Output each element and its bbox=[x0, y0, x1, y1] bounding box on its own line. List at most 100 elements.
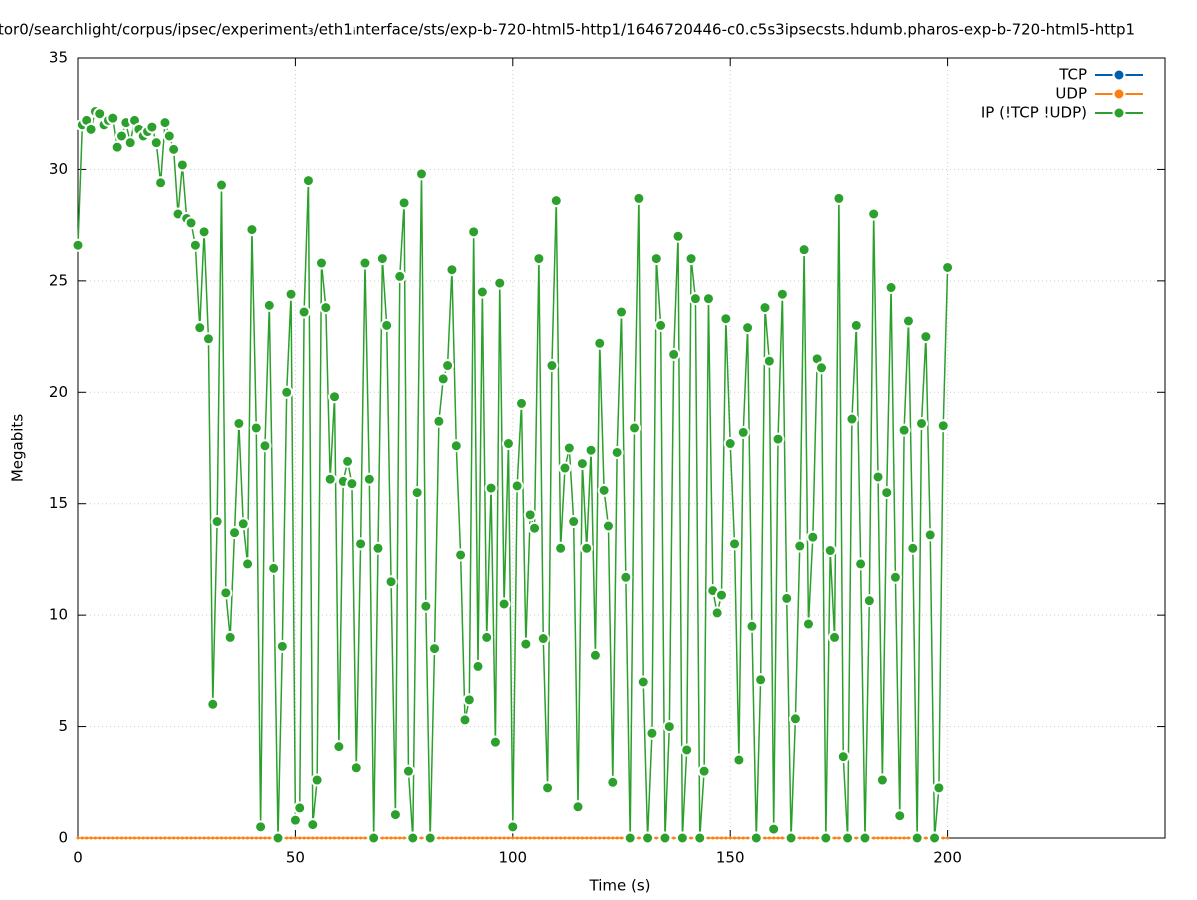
data-point bbox=[359, 836, 363, 840]
data-point bbox=[246, 836, 250, 840]
data-point bbox=[793, 539, 807, 553]
data-point bbox=[576, 836, 580, 840]
data-point bbox=[736, 425, 750, 439]
y-tick-label: 0 bbox=[58, 829, 68, 847]
data-point bbox=[306, 818, 320, 832]
data-point bbox=[154, 836, 158, 840]
data-point bbox=[593, 836, 597, 840]
data-point bbox=[558, 461, 572, 475]
data-point bbox=[741, 836, 745, 840]
data-point bbox=[236, 517, 250, 531]
data-point bbox=[623, 831, 637, 845]
data-point bbox=[923, 528, 937, 542]
data-point bbox=[619, 570, 633, 584]
data-point bbox=[701, 292, 715, 306]
data-point bbox=[419, 599, 433, 613]
data-point bbox=[515, 836, 519, 840]
data-point bbox=[384, 575, 398, 589]
data-point bbox=[167, 836, 171, 840]
data-point bbox=[85, 836, 89, 840]
y-tick-label: 20 bbox=[49, 383, 68, 401]
data-point bbox=[445, 263, 459, 277]
data-point bbox=[172, 836, 176, 840]
y-tick-label: 10 bbox=[49, 606, 68, 624]
data-point bbox=[354, 537, 368, 551]
data-point bbox=[589, 836, 593, 840]
data-point bbox=[184, 216, 198, 230]
data-point bbox=[185, 836, 189, 840]
data-point bbox=[158, 116, 172, 130]
data-point bbox=[823, 544, 837, 558]
data-point bbox=[328, 836, 332, 840]
data-point bbox=[214, 178, 228, 192]
data-point bbox=[658, 831, 672, 845]
data-point bbox=[506, 836, 510, 840]
data-point bbox=[150, 836, 154, 840]
data-point bbox=[645, 726, 659, 740]
x-tick-label: 0 bbox=[73, 849, 83, 867]
data-point bbox=[462, 693, 476, 707]
data-point bbox=[175, 158, 189, 172]
data-point bbox=[484, 481, 498, 495]
data-point bbox=[354, 836, 358, 840]
data-point bbox=[541, 781, 555, 795]
data-point bbox=[528, 836, 532, 840]
data-point bbox=[688, 292, 702, 306]
data-point bbox=[571, 800, 585, 814]
data-point bbox=[741, 321, 755, 335]
data-point bbox=[667, 347, 681, 361]
data-point bbox=[519, 637, 533, 651]
legend-label: UDP bbox=[1055, 85, 1087, 103]
data-point bbox=[806, 836, 810, 840]
data-point bbox=[89, 836, 93, 840]
data-point bbox=[310, 773, 324, 787]
data-point bbox=[441, 836, 445, 840]
data-point bbox=[137, 836, 141, 840]
data-point bbox=[941, 260, 955, 274]
data-point bbox=[528, 521, 542, 535]
data-point bbox=[801, 617, 815, 631]
data-point bbox=[715, 836, 719, 840]
data-point bbox=[554, 541, 568, 555]
data-point bbox=[363, 836, 367, 840]
data-point bbox=[815, 836, 819, 840]
data-point bbox=[898, 836, 902, 840]
data-point bbox=[349, 761, 363, 775]
data-point bbox=[749, 831, 763, 845]
data-point bbox=[733, 836, 737, 840]
data-point bbox=[811, 836, 815, 840]
data-point bbox=[554, 836, 558, 840]
data-point bbox=[206, 697, 220, 711]
data-point bbox=[541, 836, 545, 840]
data-point bbox=[219, 836, 223, 840]
data-point bbox=[832, 191, 846, 205]
y-tick-label: 25 bbox=[49, 271, 68, 289]
data-point bbox=[615, 305, 628, 319]
data-point bbox=[380, 836, 384, 840]
data-point bbox=[502, 836, 506, 840]
data-point bbox=[71, 238, 85, 252]
data-point bbox=[467, 225, 481, 239]
data-point bbox=[350, 836, 354, 840]
data-point bbox=[285, 836, 289, 840]
data-point bbox=[449, 439, 463, 453]
data-point bbox=[241, 557, 255, 571]
data-point bbox=[380, 318, 394, 332]
data-point bbox=[485, 836, 489, 840]
data-point bbox=[432, 414, 446, 428]
data-point bbox=[211, 836, 215, 840]
y-tick-label: 15 bbox=[49, 494, 68, 512]
data-point bbox=[228, 526, 242, 540]
data-point bbox=[267, 561, 281, 575]
data-point bbox=[593, 336, 607, 350]
data-point bbox=[180, 836, 184, 840]
data-point bbox=[915, 416, 929, 430]
data-point bbox=[532, 252, 546, 266]
data-point bbox=[924, 836, 928, 840]
data-point bbox=[763, 836, 767, 840]
data-point bbox=[280, 385, 294, 399]
data-point bbox=[80, 836, 84, 840]
data-point bbox=[201, 332, 215, 346]
data-point bbox=[446, 836, 450, 840]
